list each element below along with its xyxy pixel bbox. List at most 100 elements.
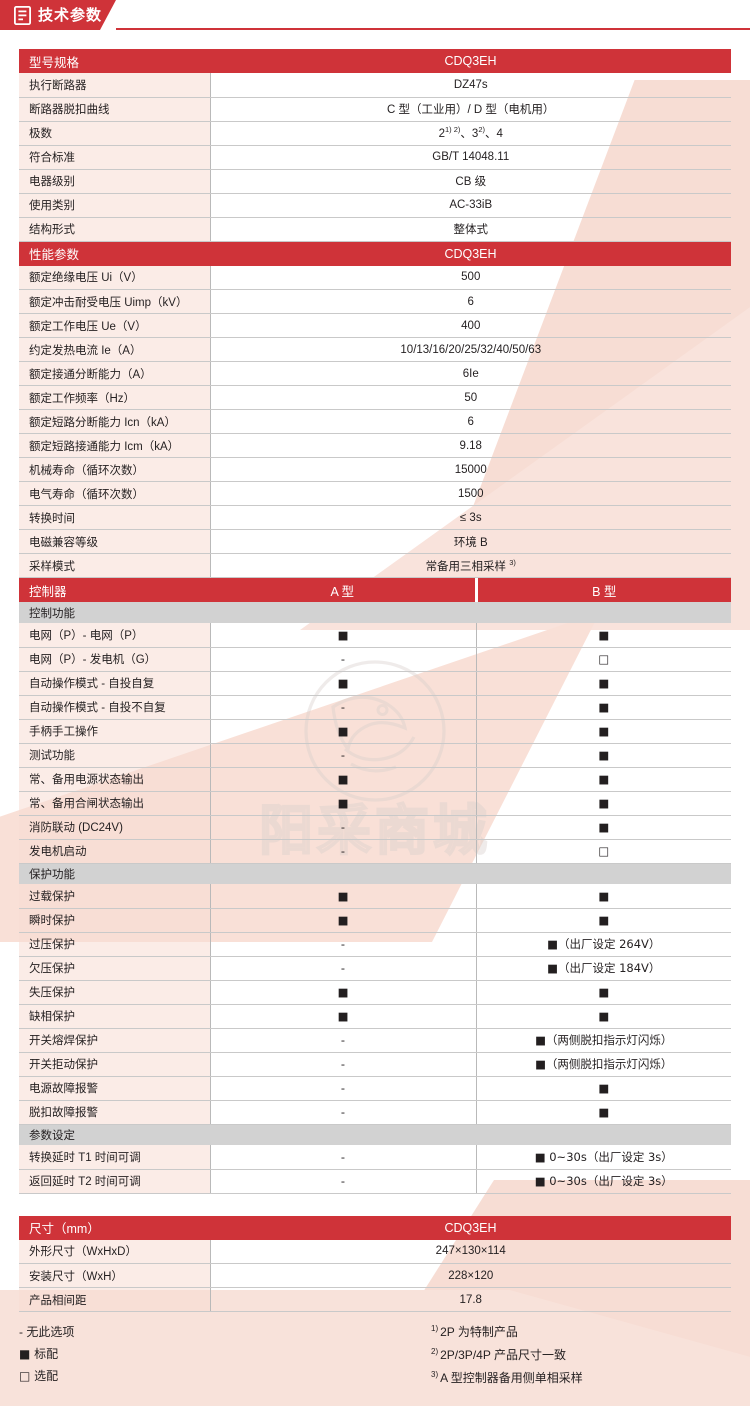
- table-row: 返回延时 T2 时间可调 - ■ 0~30s（出厂设定 3s）: [19, 1169, 731, 1194]
- row-value: 常备用三相采样 3): [209, 553, 731, 578]
- table-row: 电气寿命（循环次数） 1500: [19, 481, 731, 506]
- row-label: 机械寿命（循环次数）: [19, 457, 210, 482]
- row-value: C 型（工业用）/ D 型（电机用）: [209, 97, 731, 122]
- row-label: 额定短路分断能力 Icn（kA）: [19, 409, 210, 434]
- performance-table: 性能参数 CDQ3EH 额定绝缘电压 Ui（V） 500 额定冲击耐受电压 Ui…: [19, 241, 731, 578]
- row-label: 符合标准: [19, 145, 210, 170]
- row-label: 使用类别: [19, 193, 210, 218]
- row-value-a: -: [209, 956, 476, 981]
- table-row: 机械寿命（循环次数） 15000: [19, 457, 731, 482]
- row-value: 17.8: [209, 1287, 731, 1312]
- row-label: 消防联动 (DC24V): [19, 815, 210, 840]
- row-value: 15000: [209, 457, 731, 482]
- row-label: 外形尺寸（WxHxD）: [19, 1239, 210, 1264]
- row-label: 电气寿命（循环次数）: [19, 481, 210, 506]
- row-value: 6Ie: [209, 361, 731, 386]
- row-value-b: ■: [475, 1076, 731, 1101]
- row-label: 额定接通分断能力（A）: [19, 361, 210, 386]
- row-value: 228×120: [209, 1263, 731, 1288]
- performance-table-header-row: 性能参数 CDQ3EH: [19, 241, 731, 266]
- row-value: 整体式: [209, 217, 731, 242]
- controller-table: 控制器 A 型 B 型 控制功能 电网（P）- 电网（P） ■ ■ 电网（P）- 发…: [19, 578, 731, 1194]
- table-row: 电网（P）- 电网（P） ■ ■: [19, 623, 731, 648]
- spec-table-body: 型号规格 CDQ3EH 执行断路器 DZ47s 断路器脱扣曲线 C 型（工业用）…: [19, 49, 731, 242]
- row-label: 开关拒动保护: [19, 1052, 210, 1077]
- technical-parameters-tab[interactable]: 技术参数: [0, 0, 116, 30]
- row-value: 6: [209, 289, 731, 314]
- row-value-a: -: [209, 932, 476, 957]
- table-row: 开关拒动保护 - ■（两侧脱扣指示灯闪烁）: [19, 1052, 731, 1077]
- row-value-a: -: [209, 1076, 476, 1101]
- spec-table: 型号规格 CDQ3EH 执行断路器 DZ47s 断路器脱扣曲线 C 型（工业用）…: [19, 49, 731, 242]
- row-label: 额定短路接通能力 Icm（kA）: [19, 433, 210, 458]
- table-row: 外形尺寸（WxHxD） 247×130×114: [19, 1239, 731, 1264]
- row-label: 自动操作模式 - 自投不自复: [19, 695, 210, 720]
- performance-header-label: 性能参数: [19, 241, 210, 266]
- dimensions-table-header-row: 尺寸（mm） CDQ3EH: [19, 1215, 731, 1240]
- row-value-b: ■ 0~30s（出厂设定 3s）: [475, 1169, 731, 1194]
- row-label: 缺相保护: [19, 1004, 210, 1029]
- performance-table-body: 性能参数 CDQ3EH 额定绝缘电压 Ui（V） 500 额定冲击耐受电压 Ui…: [19, 241, 731, 578]
- table-row: 失压保护 ■ ■: [19, 980, 731, 1005]
- group-header-row: 保护功能: [19, 863, 731, 884]
- spec-table-header-row: 型号规格 CDQ3EH: [19, 49, 731, 73]
- row-value-a: ■: [209, 908, 476, 933]
- table-row: 额定短路接通能力 Icm（kA） 9.18: [19, 433, 731, 458]
- row-value-b: ■: [475, 980, 731, 1005]
- row-value-b: ■: [475, 1004, 731, 1029]
- table-row: 额定工作电压 Ue（V） 400: [19, 313, 731, 338]
- row-value-b: ■: [475, 623, 731, 648]
- row-label: 常、备用合闸状态输出: [19, 791, 210, 816]
- row-value-b: ■: [475, 743, 731, 768]
- row-value-a: -: [209, 1145, 476, 1170]
- table-row: 过压保护 - ■（出厂设定 264V）: [19, 932, 731, 957]
- row-label: 安装尺寸（WxH）: [19, 1263, 210, 1288]
- row-value-a: -: [209, 1169, 476, 1194]
- row-value-a: ■: [209, 1004, 476, 1029]
- row-label: 欠压保护: [19, 956, 210, 981]
- group-title: 参数设定: [19, 1124, 731, 1145]
- spec-header-label: 型号规格: [19, 49, 210, 73]
- row-value-b: ■ 0~30s（出厂设定 3s）: [475, 1145, 731, 1170]
- table-row: 开关熔焊保护 - ■（两侧脱扣指示灯闪烁）: [19, 1028, 731, 1053]
- row-value-a: -: [209, 647, 476, 672]
- dimensions-table-body: 尺寸（mm） CDQ3EH 外形尺寸（WxHxD） 247×130×114 安装…: [19, 1215, 731, 1312]
- row-label: 产品相间距: [19, 1287, 210, 1312]
- row-value-a: -: [209, 1028, 476, 1053]
- table-row: 转换延时 T1 时间可调 - ■ 0~30s（出厂设定 3s）: [19, 1145, 731, 1170]
- table-row: 电网（P）- 发电机（G） - □: [19, 647, 731, 672]
- row-label: 电磁兼容等级: [19, 529, 210, 554]
- table-row: 欠压保护 - ■（出厂设定 184V）: [19, 956, 731, 981]
- row-value-b: ■: [475, 695, 731, 720]
- row-value-b: ■（出厂设定 264V）: [475, 932, 731, 957]
- row-value-b: ■: [475, 791, 731, 816]
- table-row: 瞬时保护 ■ ■: [19, 908, 731, 933]
- dimensions-header-label: 尺寸（mm）: [19, 1215, 210, 1240]
- row-label: 极数: [19, 121, 210, 146]
- row-value-b: ■: [475, 884, 731, 909]
- row-value-a: -: [209, 1100, 476, 1125]
- row-value-b: ■: [475, 719, 731, 744]
- row-label: 结构形式: [19, 217, 210, 242]
- row-value-b: □: [475, 647, 731, 672]
- footnote-1: 1) 2P 为特制产品: [431, 1324, 518, 1339]
- row-label: 转换时间: [19, 505, 210, 530]
- row-value: 21) 2)、32)、4: [209, 121, 731, 146]
- group-header-row: 控制功能: [19, 602, 731, 623]
- row-label: 常、备用电源状态输出: [19, 767, 210, 792]
- table-row: 极数 21) 2)、32)、4: [19, 121, 731, 146]
- spec-header-value: CDQ3EH: [210, 49, 731, 73]
- row-label: 转换延时 T1 时间可调: [19, 1145, 210, 1170]
- table-row: 过载保护 ■ ■: [19, 884, 731, 909]
- controller-table-body: 控制器 A 型 B 型 控制功能 电网（P）- 电网（P） ■ ■ 电网（P）- 发…: [19, 578, 731, 1194]
- row-value-a: ■: [209, 791, 476, 816]
- controller-header-col-a: A 型: [210, 578, 478, 602]
- table-row: 符合标准 GB/T 14048.11: [19, 145, 731, 170]
- row-value: CB 级: [209, 169, 731, 194]
- row-value-a: -: [209, 815, 476, 840]
- row-label: 额定绝缘电压 Ui（V）: [19, 265, 210, 290]
- group-title: 控制功能: [19, 602, 731, 623]
- row-value: 6: [209, 409, 731, 434]
- row-value-b: ■（出厂设定 184V）: [475, 956, 731, 981]
- legend-item-none: - 无此选项: [19, 1325, 75, 1339]
